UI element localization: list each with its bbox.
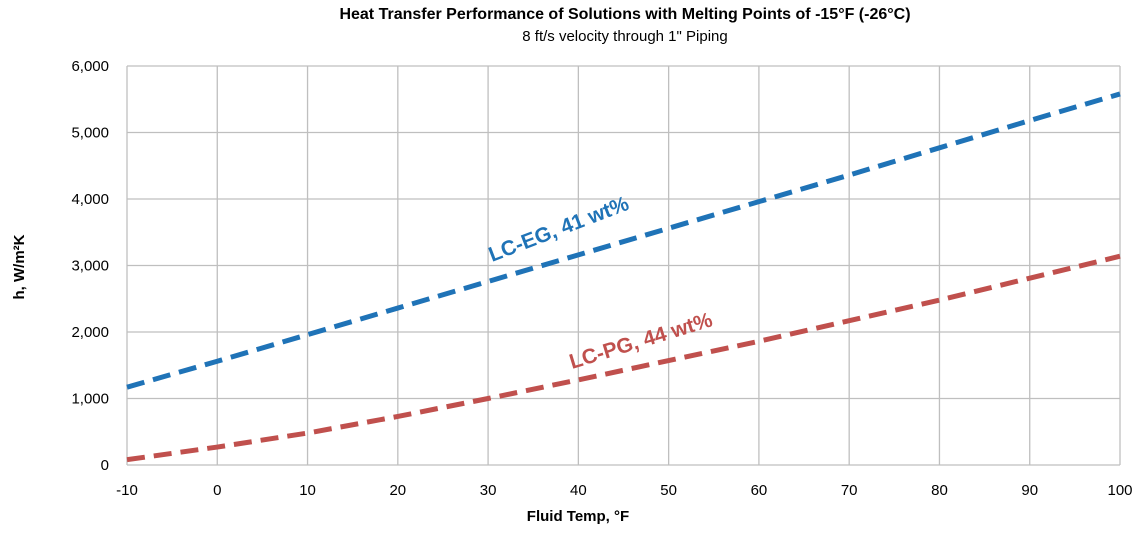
- y-tick-labels: 0 1,000 2,000 3,000 4,000 5,000 6,000: [71, 58, 109, 474]
- x-tick-label: 70: [841, 482, 858, 499]
- x-tick-label: 100: [1107, 482, 1132, 499]
- x-axis-title: Fluid Temp, °F: [527, 508, 629, 525]
- y-tick-label: 5,000: [71, 125, 109, 142]
- x-tick-label: 0: [213, 482, 221, 499]
- x-tick-label: 20: [389, 482, 406, 499]
- x-tick-label: -10: [116, 482, 138, 499]
- x-tick-label: 30: [480, 482, 497, 499]
- series-line: [126, 253, 1121, 463]
- x-tick-label: 80: [931, 482, 948, 499]
- series-label: LC-EG, 41 wt%: [486, 192, 633, 267]
- series-lines: [126, 91, 1121, 463]
- grid: [126, 65, 1121, 466]
- y-tick-label: 1,000: [71, 391, 109, 408]
- y-tick-label: 2,000: [71, 324, 109, 341]
- y-axis-title: h, W/m²K: [11, 234, 28, 299]
- x-tick-label: 40: [570, 482, 587, 499]
- x-tick-label: 10: [299, 482, 316, 499]
- chart-title: Heat Transfer Performance of Solutions w…: [339, 6, 911, 23]
- x-tick-label: 90: [1021, 482, 1038, 499]
- y-tick-label: 6,000: [71, 58, 109, 75]
- series-line: [126, 91, 1121, 390]
- x-tick-label: 50: [660, 482, 677, 499]
- y-tick-label: 4,000: [71, 191, 109, 208]
- y-tick-label: 3,000: [71, 258, 109, 275]
- y-tick-label: 0: [101, 457, 109, 474]
- series-labels: LC-EG, 41 wt%LC-PG, 44 wt%: [486, 192, 716, 374]
- x-tick-labels: -10 0 10 20 30 40 50 60 70 80 90 100: [116, 482, 1132, 499]
- x-tick-label: 60: [751, 482, 768, 499]
- chart-subtitle: 8 ft/s velocity through 1" Piping: [522, 28, 728, 45]
